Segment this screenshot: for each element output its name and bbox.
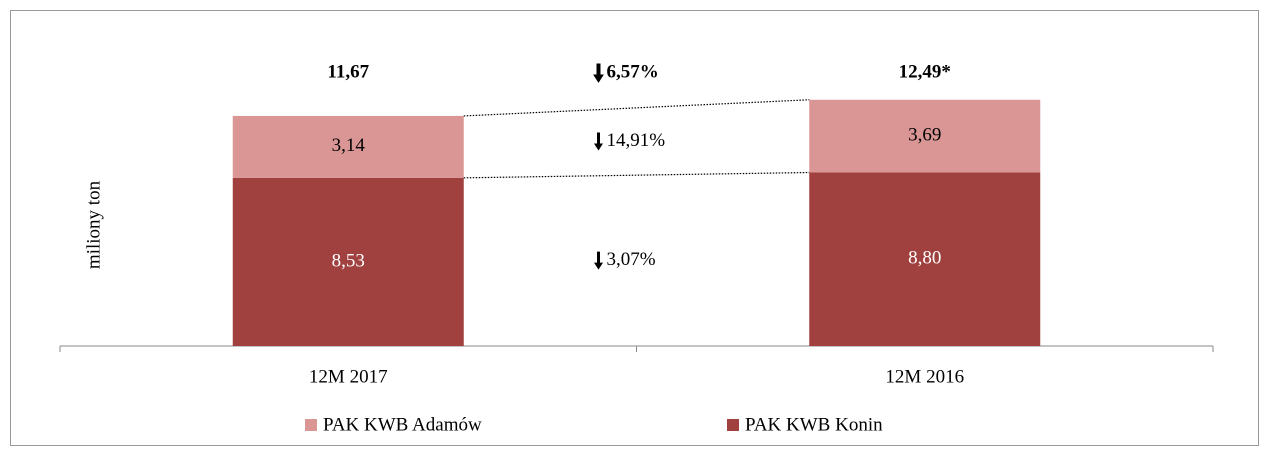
bar-segment bbox=[232, 177, 464, 346]
chart-frame bbox=[10, 10, 1259, 446]
x-tick-label: 12M 2016 bbox=[885, 366, 964, 387]
bar-segment bbox=[809, 99, 1041, 173]
total-label: 11,67 bbox=[327, 61, 369, 82]
data-label: 3,14 bbox=[332, 135, 366, 156]
total-label: 12,49* bbox=[899, 61, 951, 82]
connector bbox=[463, 99, 810, 117]
data-label: 8,53 bbox=[332, 250, 365, 271]
down-arrow bbox=[593, 63, 604, 83]
bar-segment bbox=[809, 172, 1041, 346]
legend-label: PAK KWB Konin bbox=[745, 414, 883, 435]
down-arrow bbox=[594, 132, 603, 151]
data-label: 3,69 bbox=[908, 125, 941, 146]
x-tick-label: 12M 2017 bbox=[309, 366, 388, 387]
change-label: 14,91% bbox=[607, 130, 666, 151]
data-label: 8,80 bbox=[908, 248, 941, 269]
legend-label: PAK KWB Adamów bbox=[323, 414, 482, 435]
y-axis-label: miliony ton bbox=[83, 180, 104, 269]
connector bbox=[463, 171, 810, 179]
down-arrow bbox=[594, 251, 603, 270]
legend-swatch bbox=[305, 419, 317, 431]
legend-swatch bbox=[727, 419, 739, 431]
total-change-label: 6,57% bbox=[607, 61, 659, 82]
change-label: 3,07% bbox=[607, 249, 656, 270]
bar-segment bbox=[232, 115, 464, 178]
